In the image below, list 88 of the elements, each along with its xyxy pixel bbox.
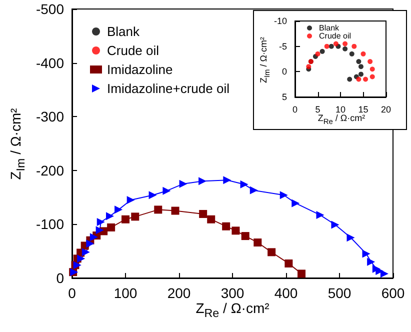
- x-tick-label: 600: [381, 285, 405, 301]
- x-tick-label: 10: [335, 104, 346, 114]
- point: [316, 211, 324, 220]
- point: [241, 232, 250, 240]
- y-tick-label: -5: [278, 41, 287, 52]
- point: [232, 226, 240, 235]
- legend-label: Blank: [319, 24, 340, 32]
- point: [207, 215, 216, 224]
- point: [370, 74, 375, 80]
- legend-label: Imidazoline: [107, 62, 173, 77]
- x-tick-label: 400: [274, 285, 298, 301]
- point: [315, 51, 320, 56]
- point: [148, 191, 157, 200]
- point: [352, 44, 357, 49]
- point: [240, 180, 248, 188]
- point: [222, 222, 230, 230]
- point: [320, 48, 325, 54]
- x-tick-label: 5: [315, 104, 320, 114]
- y-tick-label: 0: [56, 270, 64, 286]
- legend-label: Crude oil: [107, 43, 160, 58]
- point: [284, 259, 293, 268]
- point: [77, 254, 86, 263]
- point: [107, 223, 116, 232]
- point: [347, 76, 352, 82]
- legend-label: Blank: [107, 24, 140, 39]
- point: [90, 233, 98, 242]
- x-tick-label: 20: [380, 104, 392, 114]
- point: [368, 59, 373, 64]
- y-tick-label: -200: [36, 162, 64, 178]
- point: [362, 250, 370, 258]
- point: [254, 238, 262, 246]
- legend-label: Imidazoline+crude oil: [107, 81, 230, 96]
- point: [122, 215, 130, 224]
- point: [280, 191, 288, 200]
- point: [356, 59, 362, 64]
- point: [114, 206, 123, 214]
- x-axis-title: Z$_{Re}$ / Ω·cm²: [196, 300, 270, 321]
- point: [328, 44, 334, 49]
- point: [96, 226, 104, 234]
- x-axis-title: Z$_{Re}$ / Ω·cm²: [318, 113, 366, 126]
- point: [333, 41, 338, 46]
- point: [250, 186, 258, 194]
- point: [179, 180, 188, 188]
- x-tick-label: 300: [220, 285, 244, 301]
- point: [358, 72, 364, 77]
- point: [198, 177, 207, 186]
- y-tick-label: -300: [36, 108, 64, 125]
- legend-label: Crude oil: [319, 32, 352, 40]
- point: [292, 199, 300, 208]
- point: [171, 206, 180, 215]
- point: [324, 44, 330, 49]
- y-tick-label: 5: [282, 92, 287, 102]
- point: [380, 270, 388, 278]
- point: [356, 76, 362, 82]
- point: [298, 270, 306, 278]
- point: [306, 64, 312, 70]
- point: [370, 66, 375, 72]
- y-tick-label: -500: [36, 1, 64, 17]
- x-tick-label: 100: [114, 285, 138, 301]
- point: [367, 258, 376, 266]
- point: [82, 248, 90, 256]
- x-tick-label: 200: [167, 285, 191, 301]
- point: [199, 210, 208, 218]
- point: [131, 212, 140, 221]
- point: [86, 240, 94, 248]
- x-tick-label: 0: [292, 104, 298, 114]
- point: [349, 51, 354, 56]
- y-tick-label: -10: [274, 16, 287, 26]
- y-tick-label: 0: [282, 66, 287, 77]
- point: [126, 196, 135, 204]
- point: [331, 220, 340, 229]
- x-tick-label: 15: [358, 104, 368, 114]
- y-tick-label: -400: [36, 54, 64, 71]
- point: [342, 41, 348, 46]
- point: [360, 51, 366, 56]
- point: [342, 46, 348, 52]
- point: [268, 248, 276, 256]
- point: [363, 76, 368, 82]
- point: [162, 186, 171, 195]
- point: [358, 64, 364, 70]
- point: [223, 176, 232, 184]
- point: [154, 206, 162, 214]
- point: [346, 234, 355, 242]
- point: [106, 212, 114, 220]
- y-tick-label: -100: [36, 216, 64, 232]
- x-tick-label: 0: [68, 285, 76, 301]
- point: [96, 218, 105, 226]
- x-tick-label: 500: [328, 285, 352, 301]
